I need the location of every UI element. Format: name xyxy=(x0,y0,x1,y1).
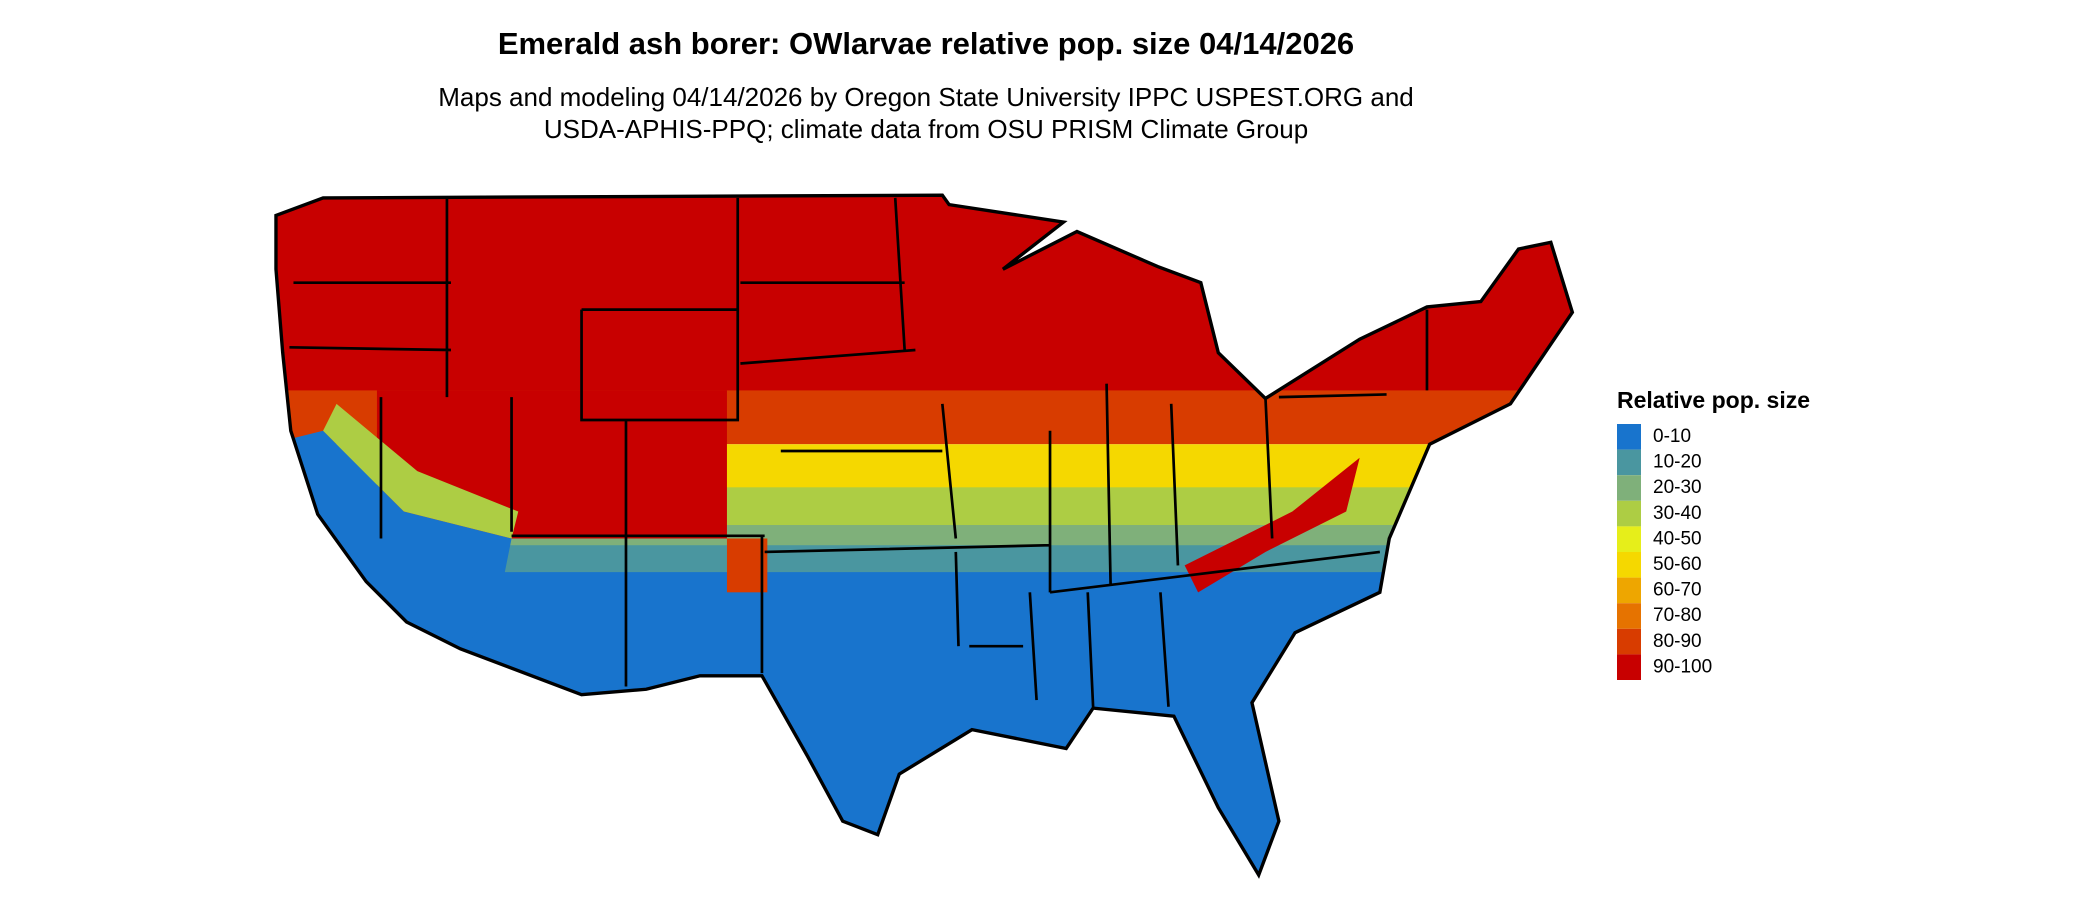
legend-label: 50-60 xyxy=(1653,554,1702,575)
legend-swatch xyxy=(1617,475,1641,501)
legend-label: 90-100 xyxy=(1653,656,1712,677)
map-subtitle: USDA-APHIS-PPQ; climate data from OSU PR… xyxy=(544,114,1308,144)
map-title: Emerald ash borer: OWlarvae relative pop… xyxy=(498,26,1354,61)
legend-swatch xyxy=(1617,500,1641,527)
legend: 0-10 10-20 20-30 30-40 40-50 50-60 60-70 70-80 8… xyxy=(1617,424,1712,680)
legend-swatch xyxy=(1617,628,1641,655)
legend-swatch xyxy=(1617,552,1641,578)
legend-swatch xyxy=(1617,526,1641,552)
legend-swatch xyxy=(1617,577,1641,604)
legend-label: 10-20 xyxy=(1653,452,1702,473)
legend-label: 0-10 xyxy=(1653,426,1691,447)
map-subtitle: Maps and modeling 04/14/2026 by Oregon S… xyxy=(438,82,1414,112)
legend-swatch xyxy=(1617,424,1641,450)
legend-swatch xyxy=(1617,603,1641,629)
legend-label: 40-50 xyxy=(1653,528,1702,549)
legend-label: 30-40 xyxy=(1653,503,1702,524)
legend-swatch xyxy=(1617,449,1641,476)
legend-title: Relative pop. size xyxy=(1617,387,1810,413)
state-borders xyxy=(289,197,1429,707)
map xyxy=(274,193,1575,877)
map-region xyxy=(275,195,1573,404)
legend-label: 70-80 xyxy=(1653,605,1702,626)
legend-label: 80-90 xyxy=(1653,631,1702,652)
legend-swatch xyxy=(1617,654,1641,680)
map-region xyxy=(323,403,519,539)
legend-label: 60-70 xyxy=(1653,580,1702,601)
legend-label: 20-30 xyxy=(1653,477,1702,498)
